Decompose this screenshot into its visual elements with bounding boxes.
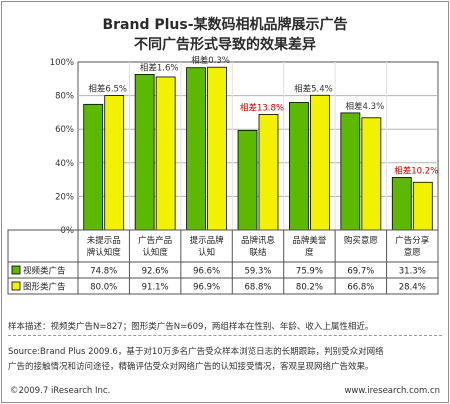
x-category-label: 未提示品牌认知度 — [87, 235, 122, 258]
difference-annotation: 相差4.3% — [346, 101, 385, 112]
table-value-series2: 80.0% — [90, 283, 117, 293]
legend-swatch-series1 — [11, 265, 21, 275]
table-value-series2: 68.8% — [244, 283, 271, 293]
y-tick-label: 20% — [55, 192, 74, 202]
sample-note: 样本描述：视频类广告N=827；图形类广告N=609，两组样本在性别、年龄、收入… — [8, 322, 374, 332]
table-value-series1: 69.7% — [347, 267, 374, 277]
difference-annotation: 相差0.3% — [191, 55, 230, 66]
y-tick-label: 40% — [55, 159, 74, 169]
bar-series2 — [104, 95, 125, 231]
bar-series1 — [289, 102, 309, 231]
source-line-1: Source:Brand Plus 2009.6，基于对10万多名广告受众样本浏… — [8, 347, 384, 357]
table-value-series2: 91.1% — [142, 283, 169, 293]
source-line-2: 广告的接触情况和访问途径，精确评估受众对网络广告的认知接受情况，客观呈现网络广告… — [8, 362, 374, 372]
table-value-series2: 80.2% — [296, 283, 323, 293]
y-tick-label: 80% — [55, 92, 74, 102]
copyright: ©2009.7 iResearch Inc. — [10, 386, 111, 396]
legend-swatch-series2 — [11, 281, 21, 291]
bar-series1 — [134, 74, 155, 231]
chart-title-line2: 不同广告形式导致的效果差异 — [134, 37, 316, 53]
difference-annotation: 相差10.2% — [394, 165, 438, 176]
table-value-series2: 96.9% — [193, 283, 220, 293]
y-tick-label: 60% — [55, 125, 74, 135]
bar-series1 — [237, 129, 258, 231]
legend-label-series1: 视频类广告 — [23, 266, 66, 277]
table-value-series1: 92.6% — [142, 267, 169, 277]
x-category-label: 广告分享意愿 — [395, 235, 430, 258]
bar-series2 — [361, 117, 382, 231]
bar-series1 — [83, 103, 104, 231]
chart-area: 0% 20% 40% 60% 80% 100% 相差6.5% 相差1.6% 相差0.3% 相差13… — [7, 55, 439, 295]
x-category-label: 广告产品认知度 — [138, 235, 172, 258]
table-value-series1: 75.9% — [296, 267, 323, 277]
bar-series1 — [391, 177, 412, 231]
x-category-label: 品牌美誉度 — [292, 235, 327, 258]
divider — [8, 335, 442, 336]
bar-series2 — [155, 76, 176, 231]
bar-series1 — [340, 112, 361, 231]
table-value-series2: 28.4% — [399, 283, 426, 293]
y-tick-label: 0% — [61, 226, 75, 236]
table-value-series2: 66.8% — [347, 283, 374, 293]
table-value-series1: 59.3% — [244, 267, 271, 277]
website: www.iresearch.com.cn — [344, 386, 440, 396]
table-value-series1: 31.3% — [399, 267, 426, 277]
difference-annotation: 相差1.6% — [140, 62, 179, 73]
x-category-label: 品牌讯息联结 — [241, 235, 276, 258]
table-value-series1: 96.6% — [193, 267, 220, 277]
bar-series2 — [258, 114, 279, 231]
table-value-series1: 74.8% — [90, 267, 117, 277]
x-category-label: 提示品牌认知 — [190, 235, 225, 258]
bar-series2 — [207, 66, 227, 231]
bar-series2 — [412, 181, 433, 231]
bar-series1 — [186, 67, 206, 231]
legend-label-series2: 图形类广告 — [23, 282, 66, 293]
x-category-label: 购买意愿 — [344, 235, 379, 246]
chart-title-line1: Brand Plus-某数码相机品牌展示广告 — [102, 17, 348, 33]
difference-annotation: 相差6.5% — [88, 84, 127, 95]
difference-annotation: 相差5.4% — [294, 83, 333, 94]
difference-annotation: 相差13.8% — [240, 102, 284, 113]
plot-area — [77, 61, 439, 231]
y-tick-label: 100% — [50, 58, 74, 68]
bar-series2 — [310, 94, 330, 231]
